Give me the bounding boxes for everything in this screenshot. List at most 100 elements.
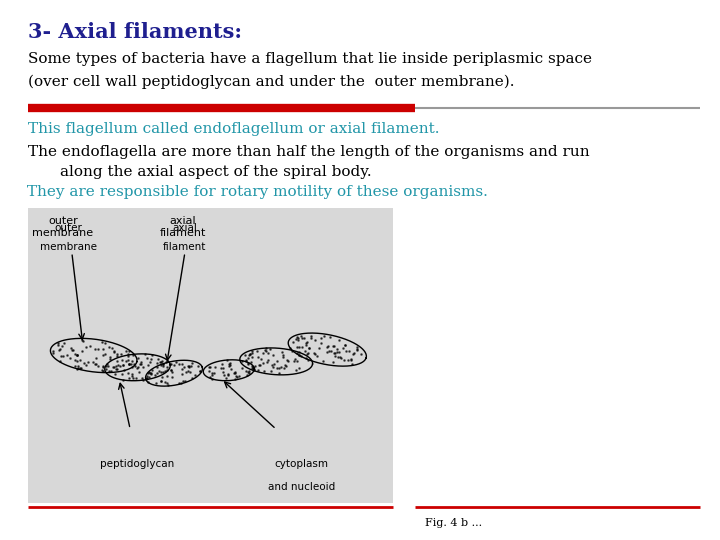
Point (156, 360, 167, 369)
Point (287, 338, 298, 347)
Point (292, 357, 303, 366)
Point (52, 340, 63, 349)
Point (104, 353, 116, 362)
Point (96, 366, 107, 375)
Point (303, 343, 315, 352)
Point (289, 357, 300, 366)
Point (262, 356, 274, 364)
Point (56, 341, 68, 350)
Point (48, 348, 59, 357)
Point (77, 336, 89, 345)
Point (335, 354, 346, 363)
Point (337, 344, 348, 353)
Point (271, 356, 283, 365)
Point (127, 357, 138, 366)
Point (294, 363, 305, 372)
Point (333, 348, 345, 356)
Point (88, 357, 99, 366)
Point (127, 370, 138, 379)
Point (232, 373, 243, 381)
Point (160, 378, 171, 387)
Point (224, 359, 235, 367)
Point (168, 361, 180, 370)
Point (246, 349, 258, 357)
Point (230, 375, 241, 383)
Point (100, 364, 112, 373)
Point (186, 359, 198, 367)
Point (70, 355, 81, 364)
Point (143, 378, 154, 387)
Point (296, 332, 307, 340)
Point (331, 345, 343, 353)
Point (162, 380, 174, 389)
Point (311, 352, 323, 361)
Point (65, 344, 76, 353)
Text: The endoflagella are more than half the length of the organisms and run: The endoflagella are more than half the … (28, 145, 590, 159)
Point (101, 362, 112, 370)
Point (260, 347, 271, 356)
Text: This flagellum called endoflagellum or axial filament.: This flagellum called endoflagellum or a… (28, 122, 439, 136)
Point (296, 343, 307, 352)
Point (246, 347, 258, 355)
Point (158, 360, 169, 368)
Point (321, 348, 333, 356)
Point (153, 367, 164, 375)
Point (222, 369, 234, 378)
Point (302, 349, 314, 357)
Text: filament: filament (160, 228, 206, 238)
Point (244, 349, 256, 358)
Point (240, 356, 252, 364)
Point (315, 338, 327, 347)
Point (296, 333, 307, 342)
Point (332, 353, 343, 361)
Point (114, 361, 126, 370)
Point (194, 367, 205, 376)
Point (302, 338, 313, 347)
Point (217, 367, 229, 376)
Point (325, 333, 336, 341)
Point (220, 374, 232, 382)
Point (159, 367, 171, 375)
Point (292, 348, 303, 357)
Point (110, 364, 122, 373)
Point (76, 336, 88, 345)
Point (347, 350, 359, 359)
Point (331, 348, 343, 356)
Point (108, 348, 120, 356)
Point (120, 347, 131, 356)
Point (137, 375, 148, 384)
Point (71, 350, 82, 359)
Point (82, 358, 94, 367)
Text: axial: axial (173, 222, 197, 233)
Point (136, 374, 148, 382)
Point (243, 354, 254, 363)
Point (125, 360, 137, 368)
Point (351, 345, 363, 353)
Point (189, 370, 201, 379)
Point (204, 373, 215, 382)
Point (328, 342, 339, 351)
Point (127, 374, 139, 383)
Point (98, 363, 109, 372)
Point (142, 374, 153, 383)
Point (266, 360, 277, 369)
Point (182, 362, 194, 370)
Point (145, 370, 157, 379)
Point (143, 373, 155, 382)
Point (333, 335, 345, 344)
Point (55, 356, 66, 365)
Point (53, 338, 64, 347)
Point (343, 356, 354, 364)
Point (302, 355, 313, 364)
Point (248, 366, 260, 375)
Point (295, 352, 307, 361)
Point (261, 357, 272, 366)
Point (78, 359, 90, 367)
Point (55, 352, 66, 360)
Point (230, 372, 241, 380)
Point (68, 350, 80, 359)
Point (132, 363, 144, 372)
Point (151, 363, 163, 372)
Point (161, 372, 172, 381)
Point (157, 361, 168, 370)
